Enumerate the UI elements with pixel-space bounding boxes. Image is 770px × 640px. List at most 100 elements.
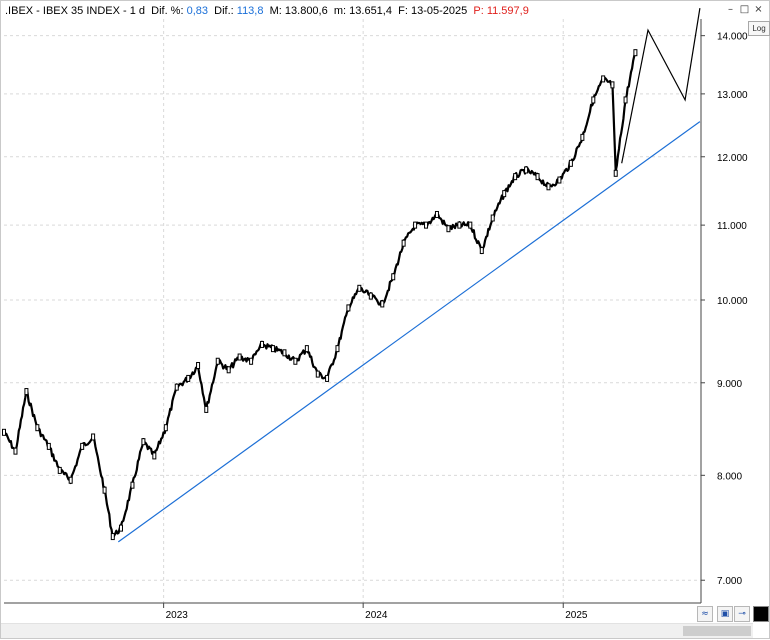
- price-candle: [457, 221, 462, 229]
- price-candle: [468, 221, 473, 229]
- dif-pct-value: 0,83: [186, 5, 209, 17]
- save-icon[interactable]: ▣: [717, 606, 733, 622]
- dif-value: 113,8: [236, 5, 264, 17]
- price-candle: [479, 247, 484, 255]
- price-candle: [601, 75, 606, 83]
- price-candle: [130, 481, 135, 489]
- price-candle: [204, 405, 209, 413]
- price-candle: [186, 374, 191, 382]
- chart-grid: [4, 19, 701, 603]
- chart-series: [2, 8, 701, 543]
- max-value: 13.800,6: [284, 5, 328, 17]
- x-tick-label: 2023: [166, 610, 189, 621]
- price-candle: [110, 533, 115, 541]
- date-label: F:: [398, 5, 408, 17]
- window-close-icon[interactable]: ×: [754, 4, 763, 15]
- price-candle: [215, 357, 220, 365]
- chart-header: .IBEX - IBEX 35 INDEX - 1 d Dif. %: 0,83…: [5, 4, 529, 18]
- y-tick-label: 7.000: [717, 576, 742, 587]
- price-candle: [335, 345, 340, 353]
- price-candle: [424, 221, 429, 229]
- price-candle: [613, 169, 618, 177]
- y-tick-label: 10.000: [717, 296, 748, 307]
- price-candle: [141, 438, 146, 446]
- color-swatch[interactable]: [753, 606, 769, 622]
- price-candle: [580, 133, 585, 141]
- x-tick-label: 2024: [365, 610, 388, 621]
- window-maximize-icon[interactable]: □: [739, 4, 750, 15]
- price-candle: [513, 173, 518, 181]
- price-candle: [282, 349, 287, 357]
- x-axis: 2023 2024 2025: [4, 602, 701, 621]
- y-tick-label: 12.000: [717, 153, 748, 164]
- price-candle: [196, 362, 201, 370]
- price-candle: [568, 159, 573, 167]
- price-candle: [357, 284, 362, 292]
- symbol-label: .IBEX - IBEX 35 INDEX - 1 d: [5, 5, 145, 17]
- price-candle: [304, 345, 309, 353]
- price-candle: [413, 221, 418, 229]
- price-candle: [346, 304, 351, 312]
- price-candle: [446, 225, 451, 233]
- price-candle: [490, 214, 495, 222]
- projection-line: [621, 8, 701, 164]
- y-tick-label: 8.000: [717, 471, 742, 482]
- price-candle: [57, 466, 62, 474]
- price-candle: [325, 374, 330, 382]
- horizontal-scrollbar[interactable]: [1, 623, 753, 638]
- y-axis: 7.000 8.000 9.000 10.000 11.000 12.000 13.000 1…: [700, 19, 748, 603]
- price-candle: [174, 383, 179, 391]
- price-candle: [13, 447, 18, 455]
- pin-icon[interactable]: ⊸: [734, 606, 750, 622]
- price-candle: [80, 442, 85, 450]
- y-tick-label: 9.000: [717, 379, 742, 390]
- price-candle: [546, 183, 551, 191]
- min-label: m:: [333, 5, 347, 17]
- price-candle: [293, 357, 298, 365]
- draw-tool-icon[interactable]: ≈: [697, 606, 713, 622]
- price-candle: [623, 96, 628, 104]
- price-candle: [610, 81, 615, 89]
- min-value: 13.651,4: [349, 5, 392, 17]
- price-value: 11.597,9: [486, 5, 529, 17]
- price-candle: [535, 173, 540, 181]
- window-minimize-icon[interactable]: –: [728, 4, 733, 15]
- log-scale-button[interactable]: Log: [748, 21, 770, 36]
- price-candle: [68, 476, 73, 484]
- price-candle: [270, 345, 275, 353]
- price-candle: [633, 49, 638, 57]
- price-candle: [434, 210, 439, 218]
- y-tick-label: 14.000: [717, 32, 748, 43]
- price-candle: [24, 388, 29, 396]
- price-candle: [391, 273, 396, 281]
- price-candle: [237, 353, 242, 361]
- price-candle: [163, 424, 168, 432]
- dif-label: Dif.:: [214, 5, 234, 17]
- price-candle: [368, 292, 373, 300]
- price-candle: [118, 524, 123, 532]
- price-candle: [260, 340, 265, 348]
- y-tick-label: 13.000: [717, 90, 748, 101]
- price-candle: [401, 239, 406, 247]
- max-label: M:: [269, 5, 282, 17]
- window-buttons: – □ ×: [724, 4, 765, 17]
- price-candle: [91, 433, 96, 441]
- price-candle: [152, 452, 157, 460]
- price-candle: [2, 428, 6, 436]
- price-candle: [380, 300, 385, 308]
- dif-pct-label: Dif. %:: [151, 5, 184, 17]
- price-candle: [102, 486, 107, 494]
- y-tick-label: 11.000: [717, 221, 747, 232]
- scrollbar-thumb[interactable]: [683, 626, 751, 636]
- price-label: P:: [473, 5, 484, 17]
- support-trendline: [117, 121, 701, 543]
- price-candle: [35, 424, 40, 432]
- price-candle: [557, 176, 562, 184]
- price-candle: [226, 366, 231, 374]
- date-value: 13-05-2025: [410, 5, 468, 17]
- price-candle: [315, 370, 320, 378]
- x-tick-label: 2025: [565, 610, 588, 621]
- price-candle: [524, 166, 529, 174]
